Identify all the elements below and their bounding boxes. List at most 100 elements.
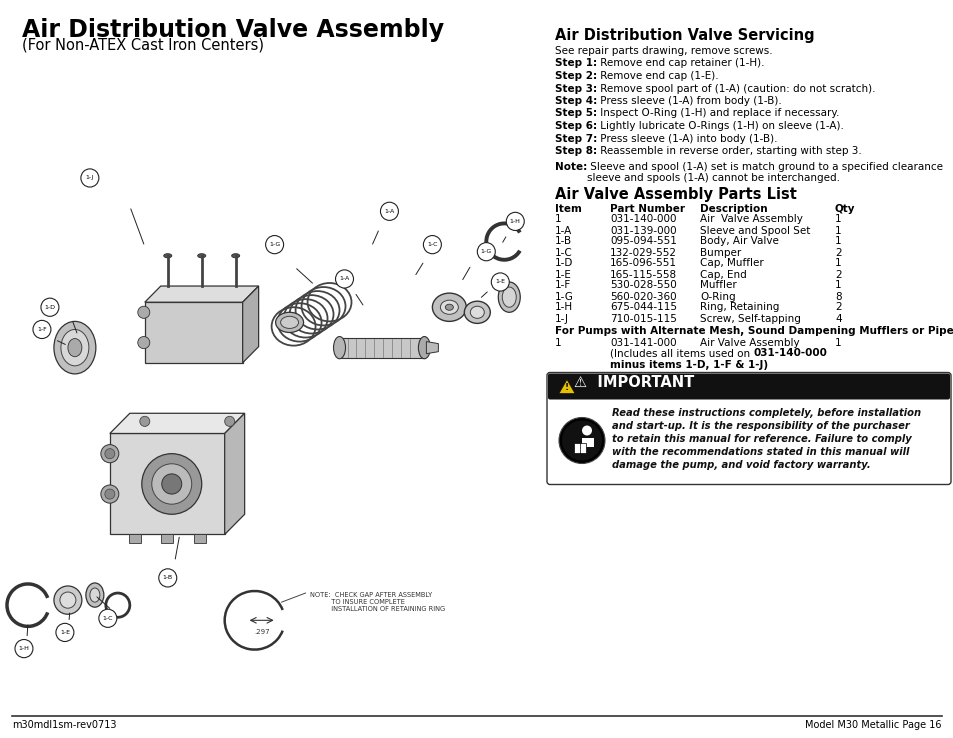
Polygon shape	[225, 413, 244, 534]
Text: 1: 1	[834, 280, 841, 291]
Text: minus items 1-D, 1-F & 1-J): minus items 1-D, 1-F & 1-J)	[609, 359, 767, 370]
Circle shape	[561, 421, 601, 461]
Text: 165-096-551: 165-096-551	[609, 258, 677, 269]
Circle shape	[140, 416, 150, 427]
Text: 1-E: 1-E	[60, 630, 70, 635]
Text: Press sleeve (1-A) from body (1-B).: Press sleeve (1-A) from body (1-B).	[597, 96, 781, 106]
Circle shape	[99, 609, 116, 627]
Ellipse shape	[497, 282, 519, 312]
Text: 031-140-000: 031-140-000	[753, 348, 826, 359]
Polygon shape	[339, 337, 424, 358]
Text: 1-D: 1-D	[555, 258, 573, 269]
Polygon shape	[558, 379, 575, 393]
Text: 1-D: 1-D	[45, 305, 55, 310]
Text: 1-C: 1-C	[427, 242, 437, 247]
Text: For Pumps with Alternate Mesh, Sound Dampening Mufflers or Piped Exhaust:: For Pumps with Alternate Mesh, Sound Dam…	[555, 326, 953, 337]
Text: Cap, End: Cap, End	[700, 269, 746, 280]
Text: 2: 2	[834, 247, 841, 258]
Ellipse shape	[197, 254, 206, 258]
Text: Bumper: Bumper	[700, 247, 740, 258]
Text: 1-H: 1-H	[509, 219, 520, 224]
Text: Ring, Retaining: Ring, Retaining	[700, 303, 779, 312]
Text: Step 1:: Step 1:	[555, 58, 597, 69]
Ellipse shape	[418, 337, 430, 359]
Ellipse shape	[432, 293, 466, 321]
Text: 1-J: 1-J	[86, 176, 94, 181]
Text: 1: 1	[834, 337, 841, 348]
Polygon shape	[242, 286, 258, 363]
Text: 1-B: 1-B	[163, 576, 172, 580]
Text: 1-A: 1-A	[384, 209, 395, 214]
Polygon shape	[574, 443, 585, 452]
Text: 1-A: 1-A	[339, 277, 349, 281]
Text: Step 7:: Step 7:	[555, 134, 597, 143]
Ellipse shape	[90, 588, 100, 602]
Circle shape	[152, 463, 192, 504]
Text: Qty: Qty	[834, 204, 855, 213]
Text: (For Non-ATEX Cast Iron Centers): (For Non-ATEX Cast Iron Centers)	[22, 38, 264, 53]
Text: Remove end cap (1-E).: Remove end cap (1-E).	[597, 71, 718, 81]
Circle shape	[558, 418, 604, 463]
Text: Remove spool part of (1-A) (caution: do not scratch).: Remove spool part of (1-A) (caution: do …	[597, 83, 875, 94]
Text: Inspect O-Ring (1-H) and replace if necessary.: Inspect O-Ring (1-H) and replace if nece…	[597, 108, 839, 119]
Ellipse shape	[464, 301, 490, 323]
Text: Cap, Muffler: Cap, Muffler	[700, 258, 763, 269]
Text: Step 6:: Step 6:	[555, 121, 597, 131]
Text: 1-H: 1-H	[18, 646, 30, 651]
Polygon shape	[110, 433, 225, 534]
Polygon shape	[426, 342, 438, 354]
Circle shape	[335, 270, 354, 288]
Text: 1: 1	[834, 258, 841, 269]
Ellipse shape	[470, 306, 484, 318]
Circle shape	[105, 449, 114, 459]
Text: 1-H: 1-H	[555, 303, 573, 312]
Text: 1-G: 1-G	[480, 249, 492, 254]
Circle shape	[15, 640, 33, 658]
Ellipse shape	[232, 254, 239, 258]
Text: Model M30 Metallic Page 16: Model M30 Metallic Page 16	[804, 720, 941, 730]
Circle shape	[105, 489, 114, 499]
Ellipse shape	[440, 300, 457, 314]
Circle shape	[265, 235, 283, 254]
Ellipse shape	[445, 304, 453, 310]
Ellipse shape	[86, 583, 104, 607]
Text: 530-028-550: 530-028-550	[609, 280, 676, 291]
Text: 132-029-552: 132-029-552	[609, 247, 677, 258]
Text: 2: 2	[834, 269, 841, 280]
Text: 1-A: 1-A	[555, 226, 572, 235]
Text: NOTE:  CHECK GAP AFTER ASSEMBLY
          TO INSURE COMPLETE
          INSTALLAT: NOTE: CHECK GAP AFTER ASSEMBLY TO INSURE…	[309, 592, 444, 612]
Text: Lightly lubricate O-Rings (1-H) on sleeve (1-A).: Lightly lubricate O-Rings (1-H) on sleev…	[597, 121, 843, 131]
Text: 1: 1	[555, 215, 561, 224]
Text: 165-115-558: 165-115-558	[609, 269, 677, 280]
Text: Screw, Self-tapping: Screw, Self-tapping	[700, 314, 800, 323]
Circle shape	[162, 474, 182, 494]
Text: Air Valve Assembly Parts List: Air Valve Assembly Parts List	[555, 187, 796, 202]
Polygon shape	[110, 413, 244, 433]
Text: 8: 8	[834, 292, 841, 302]
FancyBboxPatch shape	[547, 373, 949, 399]
Text: 1: 1	[834, 236, 841, 246]
Text: Air  Valve Assembly: Air Valve Assembly	[700, 215, 802, 224]
Circle shape	[380, 202, 398, 221]
Circle shape	[476, 243, 495, 261]
Text: 1-F: 1-F	[37, 327, 47, 332]
Text: 1-C: 1-C	[555, 247, 572, 258]
Ellipse shape	[54, 321, 95, 374]
Text: (Includes all items used on: (Includes all items used on	[609, 348, 753, 359]
Text: Step 4:: Step 4:	[555, 96, 597, 106]
Text: Body, Air Valve: Body, Air Valve	[700, 236, 778, 246]
Text: 4: 4	[834, 314, 841, 323]
Ellipse shape	[164, 254, 172, 258]
Text: Sleeve and Spool Set: Sleeve and Spool Set	[700, 226, 809, 235]
Text: Reassemble in reverse order, starting with step 3.: Reassemble in reverse order, starting wi…	[597, 146, 861, 156]
Text: 2: 2	[834, 303, 841, 312]
Ellipse shape	[334, 337, 345, 359]
Text: Description: Description	[700, 204, 767, 213]
Ellipse shape	[61, 329, 89, 366]
Text: Muffler: Muffler	[700, 280, 736, 291]
Text: 031-139-000: 031-139-000	[609, 226, 676, 235]
Text: 710-015-115: 710-015-115	[609, 314, 677, 323]
Polygon shape	[581, 438, 594, 446]
Polygon shape	[161, 534, 172, 542]
Text: 1-G: 1-G	[269, 242, 280, 247]
